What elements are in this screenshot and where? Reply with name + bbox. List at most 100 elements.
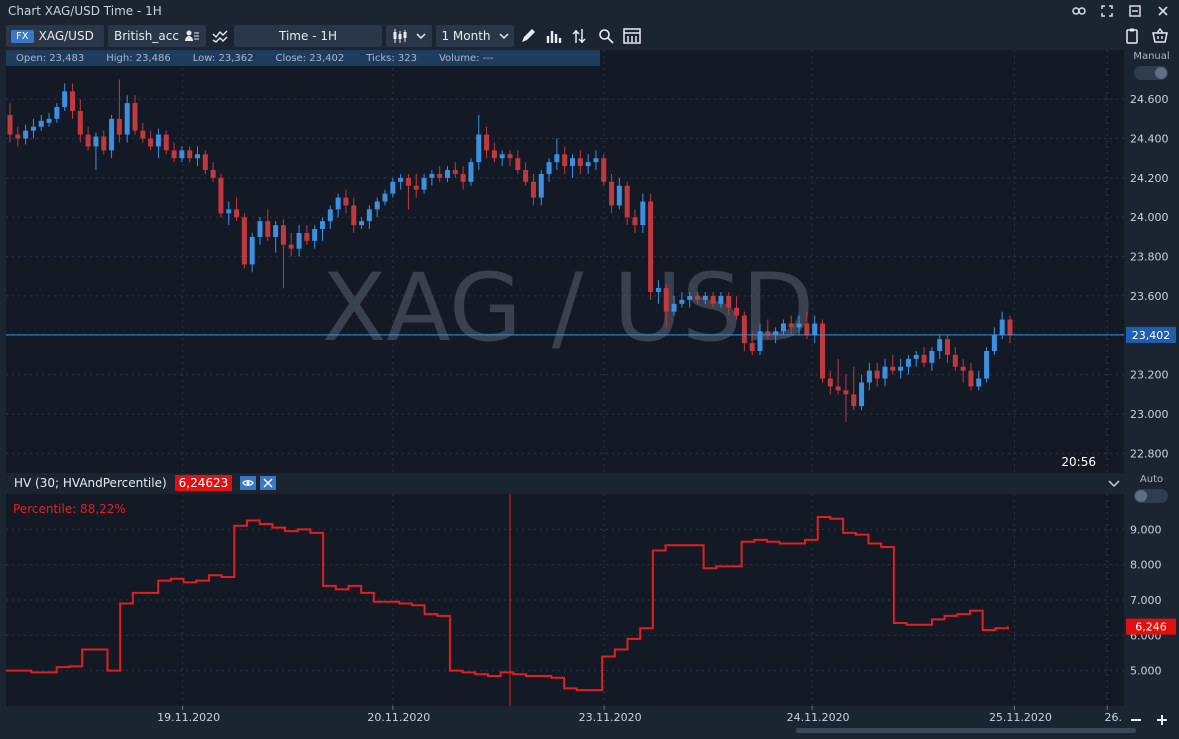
candle-body [226,209,232,214]
candle-body [609,181,615,206]
price-chart-area[interactable]: XAG / USD 20:56 [6,50,1124,473]
time-axis[interactable]: 19.11.2020 20.11.2020 23.11.2020 24.11.2020… [6,706,1124,728]
basket-icon[interactable] [1150,26,1170,46]
indicator-header: HV (30; HVAndPercentile) 6,24623 [6,473,1124,493]
close-icon[interactable] [1155,3,1171,19]
fx-badge: FX [11,29,34,43]
candle-body [890,366,896,371]
close-value: Close: 23,402 [275,52,345,64]
candle-body [538,173,544,198]
candles-icon [393,29,407,43]
scrollbar-thumb[interactable] [796,728,1136,733]
candle-body [843,390,849,395]
price-axis[interactable]: Manual 24.600 24.400 24.200 24.000 23.800 23.… [1124,50,1179,473]
chart-type-selector[interactable] [386,25,432,47]
price-tick-label: 24.400 [1130,133,1169,146]
indicators-icon[interactable] [544,26,564,46]
minimize-icon[interactable] [1127,3,1143,19]
price-tick-label: 22.800 [1130,447,1169,460]
candle-body [616,185,622,206]
candle-body [491,150,497,159]
candle-body [70,91,75,111]
candle-body [585,162,591,167]
candle-body [163,134,169,151]
candle-body [320,221,325,230]
candle-body [741,315,747,344]
zoom-in-icon[interactable] [1156,710,1168,731]
candle-body [484,134,490,151]
candle-body [952,354,958,367]
candle-body [148,138,154,147]
candle-body [132,103,138,131]
price-chart-svg: XAG / USD 20:56 [6,50,1124,473]
chevron-down-icon [499,33,509,39]
template-icon[interactable] [622,26,642,46]
candle-body [851,394,857,407]
compare-icon[interactable] [210,26,230,46]
candle-body [921,354,927,363]
zoom-out-icon[interactable] [1130,710,1142,731]
candle-body [210,170,216,178]
clipboard-icon[interactable] [1122,26,1142,46]
candle-body [116,118,122,135]
visibility-eye-icon[interactable] [240,476,257,490]
search-icon[interactable] [596,26,616,46]
candle-body [648,201,654,292]
candle-body [632,217,638,226]
candle-body [546,162,552,174]
symbol-selector[interactable]: FX XAG/USD [6,25,104,47]
candle-body [93,136,99,147]
candle-body [335,197,341,210]
candle-body [398,177,404,182]
candle-body [46,118,52,123]
candle-body [937,339,943,352]
time-tick-label: 19.11.2020 [157,711,220,724]
candle-body [366,209,372,222]
remove-indicator-icon[interactable] [260,476,277,490]
fibonacci-icon[interactable] [570,26,590,46]
candle-body [788,323,794,328]
candle-body [835,386,841,391]
candle-body [570,158,575,167]
candle-body [554,154,560,163]
percentile-label: Percentile: 88,22% [13,502,126,516]
collapse-chevron-icon[interactable] [1108,477,1120,491]
candle-body [874,370,880,379]
account-selector[interactable]: British_acc [108,25,206,47]
candle-body [249,236,255,265]
candle-body [929,351,935,363]
user-list-icon [184,30,199,41]
window-title: Chart XAG/USD Time - 1H [8,4,162,18]
candle-body [695,295,700,300]
horizontal-scrollbar[interactable] [0,728,1179,739]
indicator-axis[interactable]: Auto 9.000 8.000 7.000 6.000 5.000 6,246 [1124,473,1179,706]
draw-pencil-icon[interactable] [518,26,538,46]
candle-body [593,158,599,163]
price-tick-label: 24.600 [1130,93,1169,106]
candle-body [757,331,763,352]
price-tick-label: 24.200 [1130,172,1169,185]
price-grid [6,50,1124,473]
indicator-chart-svg: Percentile: 88,22% [6,494,1124,706]
candle-body [984,351,990,379]
indicator-chart-area[interactable]: Percentile: 88,22% [6,494,1124,706]
price-scale-toggle[interactable] [1134,66,1168,80]
candle-body [280,225,286,245]
timeframe-selector[interactable]: Time - 1H [234,25,382,47]
period-selector[interactable]: 1 Month [436,25,514,47]
indicator-tick-label: 8.000 [1130,559,1162,572]
maximize-icon[interactable] [1099,3,1115,19]
link-icon[interactable] [1071,3,1087,19]
candle-body [218,177,224,214]
price-tick-label: 23.600 [1130,290,1169,303]
time-labels: 19.11.2020 20.11.2020 23.11.2020 24.11.2020… [157,706,1122,724]
candle-body [820,323,825,379]
candle-body [577,158,583,167]
chart-toolbar: FX XAG/USD British_acc Time - 1H 1 Month [0,22,1179,50]
candle-body [445,170,450,178]
candle-body [460,173,466,182]
candle-body [640,201,646,226]
indicator-scale-toggle[interactable] [1134,489,1168,503]
candle-body [749,343,755,352]
